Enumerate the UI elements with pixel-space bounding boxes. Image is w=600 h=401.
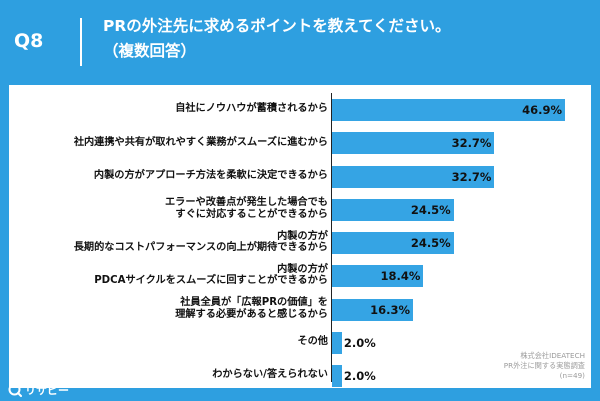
- category-axis-line: [331, 93, 332, 382]
- data-value-label: 2.0%: [343, 369, 376, 383]
- data-value-label: 32.7%: [451, 136, 492, 151]
- data-value-label: 32.7%: [451, 169, 492, 184]
- data-bar: [332, 365, 342, 387]
- brand-name: リサピー: [25, 384, 69, 397]
- header-divider: [80, 18, 82, 66]
- category-label: 社員全員が「広報PRの価値」を 理解する必要があると感じるから: [175, 297, 328, 320]
- source-note: 株式会社IDEATECH PR外注に関する実態調査 (n=49): [504, 351, 585, 381]
- data-value-label: 24.5%: [410, 202, 451, 217]
- category-label-line: 内製の方がアプローチ方法を柔軟に決定できるから: [93, 169, 328, 181]
- category-label-line: 自社にノウハウが蓄積されるから: [175, 103, 328, 115]
- source-note-survey: PR外注に関する実態調査: [503, 361, 585, 370]
- data-bar: [332, 232, 454, 254]
- category-label-line: 内製の方が: [277, 230, 328, 242]
- category-label: 内製の方が 長期的なコストパフォーマンスの向上が期待できるから: [74, 231, 328, 254]
- data-value-label: 24.5%: [410, 236, 451, 250]
- data-value-label: 46.9%: [522, 103, 562, 117]
- data-bar: [332, 265, 424, 288]
- category-label-line: 理解する必要があると感じるから: [175, 308, 328, 320]
- header: Q8 PRの外注先に求めるポイントを教えてください。 （複数回答）: [0, 0, 600, 84]
- category-label-line: 社員全員が「広報PRの価値」を: [180, 297, 328, 308]
- source-note-company: 株式会社IDEATECH: [520, 351, 585, 360]
- question-title: PRの外注先に求めるポイントを教えてください。 （複数回答）: [103, 14, 583, 64]
- data-value-label: 16.3%: [370, 302, 410, 317]
- question-number: Q8: [14, 30, 44, 52]
- category-label: 自社にノウハウが蓄積されるから: [175, 103, 328, 115]
- data-bar: [332, 99, 565, 121]
- data-bar: [332, 198, 454, 221]
- data-value-label: 2.0%: [343, 335, 376, 350]
- category-label-line: 社内連携や共有が取れやすく業務がスムーズに進むから: [73, 136, 328, 148]
- category-label: エラーや改善点が発生した場合でも すぐに対応することができるから: [165, 197, 328, 220]
- question-title-line2: （複数回答）: [103, 42, 197, 60]
- source-note-sample: (n=49): [559, 371, 585, 380]
- data-bar: [332, 165, 495, 188]
- category-label: 内製の方がアプローチ方法を柔軟に決定できるから: [94, 170, 328, 182]
- data-value-label: 18.4%: [380, 269, 421, 284]
- data-bar: [332, 331, 342, 354]
- category-label-line: エラーや改善点が発生した場合でも: [165, 197, 328, 209]
- category-label: 社内連携や共有が取れやすく業務がスムーズに進むから: [74, 137, 328, 149]
- category-label: わからない/答えられない: [212, 369, 328, 381]
- category-label: その他: [297, 336, 328, 348]
- question-title-line1: PRの外注先に求めるポイントを教えてください。: [103, 17, 451, 35]
- category-label-line: わからない/答えられない: [212, 369, 328, 381]
- data-bar: [332, 298, 413, 321]
- brand: リサピー: [8, 382, 69, 398]
- category-label-line: その他: [297, 336, 328, 347]
- category-label-line: すぐに対応することができるから: [175, 208, 328, 220]
- category-label: 内製の方が PDCAサイクルをスムーズに回すことができるから: [94, 264, 328, 287]
- category-label-line: 長期的なコストパフォーマンスの向上が期待できるから: [73, 242, 328, 253]
- risapy-logo-icon: [8, 383, 22, 397]
- data-bar: [332, 132, 495, 155]
- category-label-line: PDCAサイクルをスムーズに回すことができるから: [94, 275, 328, 287]
- category-label-line: 内製の方が: [277, 263, 328, 275]
